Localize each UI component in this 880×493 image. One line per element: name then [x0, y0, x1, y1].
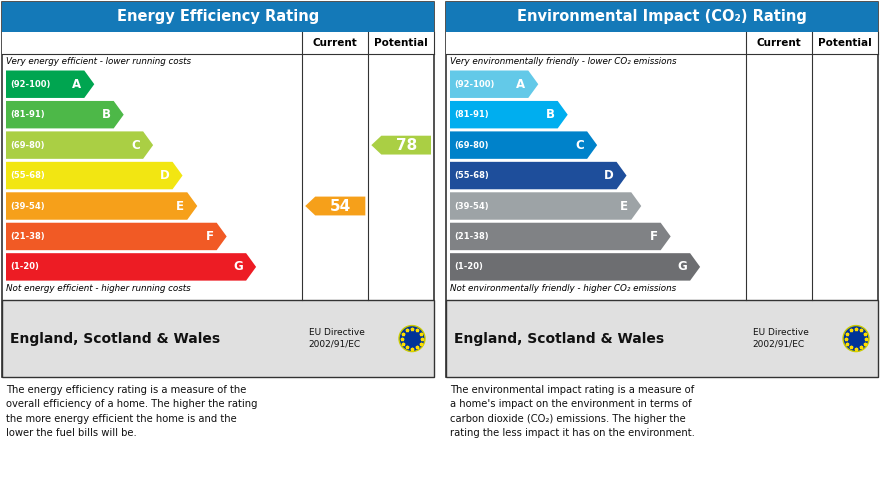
Polygon shape — [450, 223, 671, 250]
Bar — [2, 2, 434, 377]
Bar — [446, 32, 878, 54]
Circle shape — [399, 325, 425, 352]
Text: Energy Efficiency Rating: Energy Efficiency Rating — [117, 9, 319, 25]
Text: F: F — [206, 230, 214, 243]
Text: Current: Current — [313, 38, 357, 48]
Text: The energy efficiency rating is a measure of the
overall efficiency of a home. T: The energy efficiency rating is a measur… — [6, 385, 258, 438]
Text: (21-38): (21-38) — [10, 232, 45, 241]
Text: England, Scotland & Wales: England, Scotland & Wales — [454, 332, 664, 346]
Polygon shape — [450, 192, 642, 220]
Text: (55-68): (55-68) — [454, 171, 488, 180]
Text: (55-68): (55-68) — [10, 171, 45, 180]
Text: Environmental Impact (CO₂) Rating: Environmental Impact (CO₂) Rating — [517, 9, 807, 25]
Polygon shape — [6, 192, 197, 220]
Bar — [446, 300, 878, 377]
Polygon shape — [6, 162, 182, 189]
Text: 78: 78 — [395, 138, 417, 153]
Text: D: D — [160, 169, 170, 182]
Text: A: A — [72, 78, 81, 91]
Polygon shape — [6, 101, 124, 128]
Polygon shape — [6, 70, 94, 98]
Bar — [446, 2, 878, 32]
Text: EU Directive
2002/91/EC: EU Directive 2002/91/EC — [309, 328, 364, 349]
Polygon shape — [450, 132, 598, 159]
Text: B: B — [102, 108, 111, 121]
Text: (92-100): (92-100) — [454, 80, 495, 89]
Text: The environmental impact rating is a measure of
a home's impact on the environme: The environmental impact rating is a mea… — [450, 385, 695, 438]
Polygon shape — [6, 132, 153, 159]
Text: England, Scotland & Wales: England, Scotland & Wales — [10, 332, 220, 346]
Bar — [446, 2, 878, 377]
Text: (81-91): (81-91) — [10, 110, 45, 119]
Text: Potential: Potential — [374, 38, 428, 48]
Text: C: C — [131, 139, 140, 152]
Polygon shape — [450, 101, 568, 128]
Text: Current: Current — [757, 38, 802, 48]
Text: D: D — [604, 169, 613, 182]
Text: Very environmentally friendly - lower CO₂ emissions: Very environmentally friendly - lower CO… — [450, 57, 677, 66]
Text: (39-54): (39-54) — [454, 202, 488, 211]
Bar — [2, 2, 434, 32]
Bar — [2, 32, 434, 54]
Text: F: F — [649, 230, 657, 243]
Text: (1-20): (1-20) — [10, 262, 39, 272]
Polygon shape — [450, 70, 539, 98]
Text: A: A — [517, 78, 525, 91]
Text: (21-38): (21-38) — [454, 232, 488, 241]
Text: E: E — [176, 200, 184, 212]
Text: (39-54): (39-54) — [10, 202, 45, 211]
Text: G: G — [233, 260, 243, 274]
Text: Not energy efficient - higher running costs: Not energy efficient - higher running co… — [6, 284, 191, 293]
Text: Not environmentally friendly - higher CO₂ emissions: Not environmentally friendly - higher CO… — [450, 284, 676, 293]
Text: B: B — [546, 108, 554, 121]
Text: (1-20): (1-20) — [454, 262, 483, 272]
Polygon shape — [450, 253, 700, 281]
Polygon shape — [371, 136, 431, 154]
Text: G: G — [678, 260, 687, 274]
Text: Potential: Potential — [818, 38, 872, 48]
Polygon shape — [6, 223, 227, 250]
Text: Very energy efficient - lower running costs: Very energy efficient - lower running co… — [6, 57, 191, 66]
Text: (69-80): (69-80) — [10, 141, 45, 149]
Text: (81-91): (81-91) — [454, 110, 488, 119]
Circle shape — [843, 325, 869, 352]
Text: 54: 54 — [330, 199, 351, 213]
Bar — [2, 300, 434, 377]
Text: E: E — [620, 200, 628, 212]
Polygon shape — [6, 253, 256, 281]
Text: EU Directive
2002/91/EC: EU Directive 2002/91/EC — [753, 328, 809, 349]
Polygon shape — [450, 162, 627, 189]
Text: (92-100): (92-100) — [10, 80, 50, 89]
Text: (69-80): (69-80) — [454, 141, 488, 149]
Text: C: C — [576, 139, 584, 152]
Polygon shape — [305, 197, 365, 215]
